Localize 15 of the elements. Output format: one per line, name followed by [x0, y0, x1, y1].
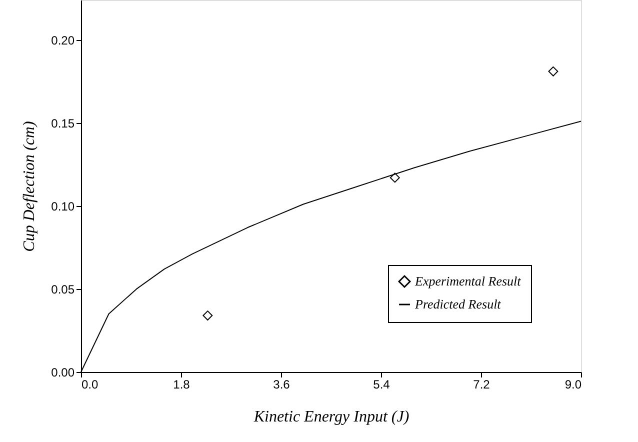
- x-tick-label: 3.6: [273, 378, 290, 392]
- y-tick-label: 0.20: [51, 33, 75, 48]
- y-tick-label: 0.05: [51, 282, 75, 296]
- x-axis-title: Kinetic Energy Input (J): [252, 408, 410, 426]
- x-tick-label: 1.8: [173, 378, 190, 392]
- x-tick-label: 9.0: [564, 378, 582, 392]
- y-tick-label: 0.15: [51, 116, 75, 130]
- y-tick-label: 0.00: [51, 366, 75, 380]
- legend-label: Predicted Result: [414, 296, 502, 312]
- legend-label: Experimental Result: [414, 274, 522, 288]
- x-tick-label: 5.4: [373, 378, 390, 392]
- x-tick-label: 0.0: [82, 378, 99, 392]
- y-axis-title: Cup Deflection (cm): [21, 121, 38, 252]
- x-tick-label: 7.2: [473, 378, 490, 392]
- y-tick-label: 0.10: [51, 199, 75, 214]
